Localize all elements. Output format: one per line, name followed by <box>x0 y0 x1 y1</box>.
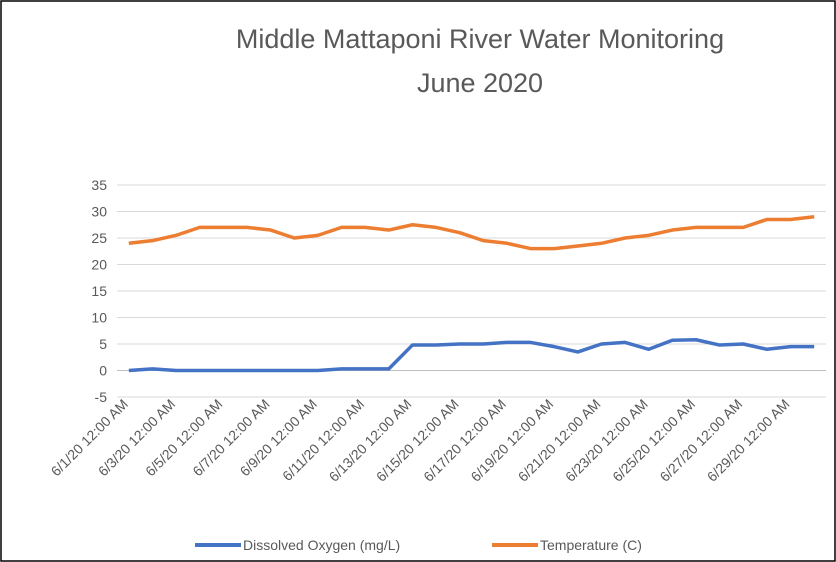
chart-title: Middle Mattaponi River Water Monitoring <box>236 24 724 54</box>
y-tick-label: 10 <box>91 310 107 326</box>
y-tick-label: -5 <box>95 389 108 405</box>
data-line <box>128 338 815 373</box>
legend-label: Dissolved Oxygen (mg/L) <box>243 537 400 553</box>
legend-label: Temperature (C) <box>540 537 642 553</box>
y-tick-label: 35 <box>91 177 107 193</box>
data-line <box>128 215 815 251</box>
y-tick-label: 0 <box>99 363 107 379</box>
chart-subtitle: June 2020 <box>417 68 543 98</box>
y-tick-label: 25 <box>91 230 107 246</box>
y-tick-label: 15 <box>91 283 107 299</box>
y-tick-label: 5 <box>99 336 107 352</box>
y-tick-label: 30 <box>91 204 107 220</box>
y-tick-label: 20 <box>91 257 107 273</box>
